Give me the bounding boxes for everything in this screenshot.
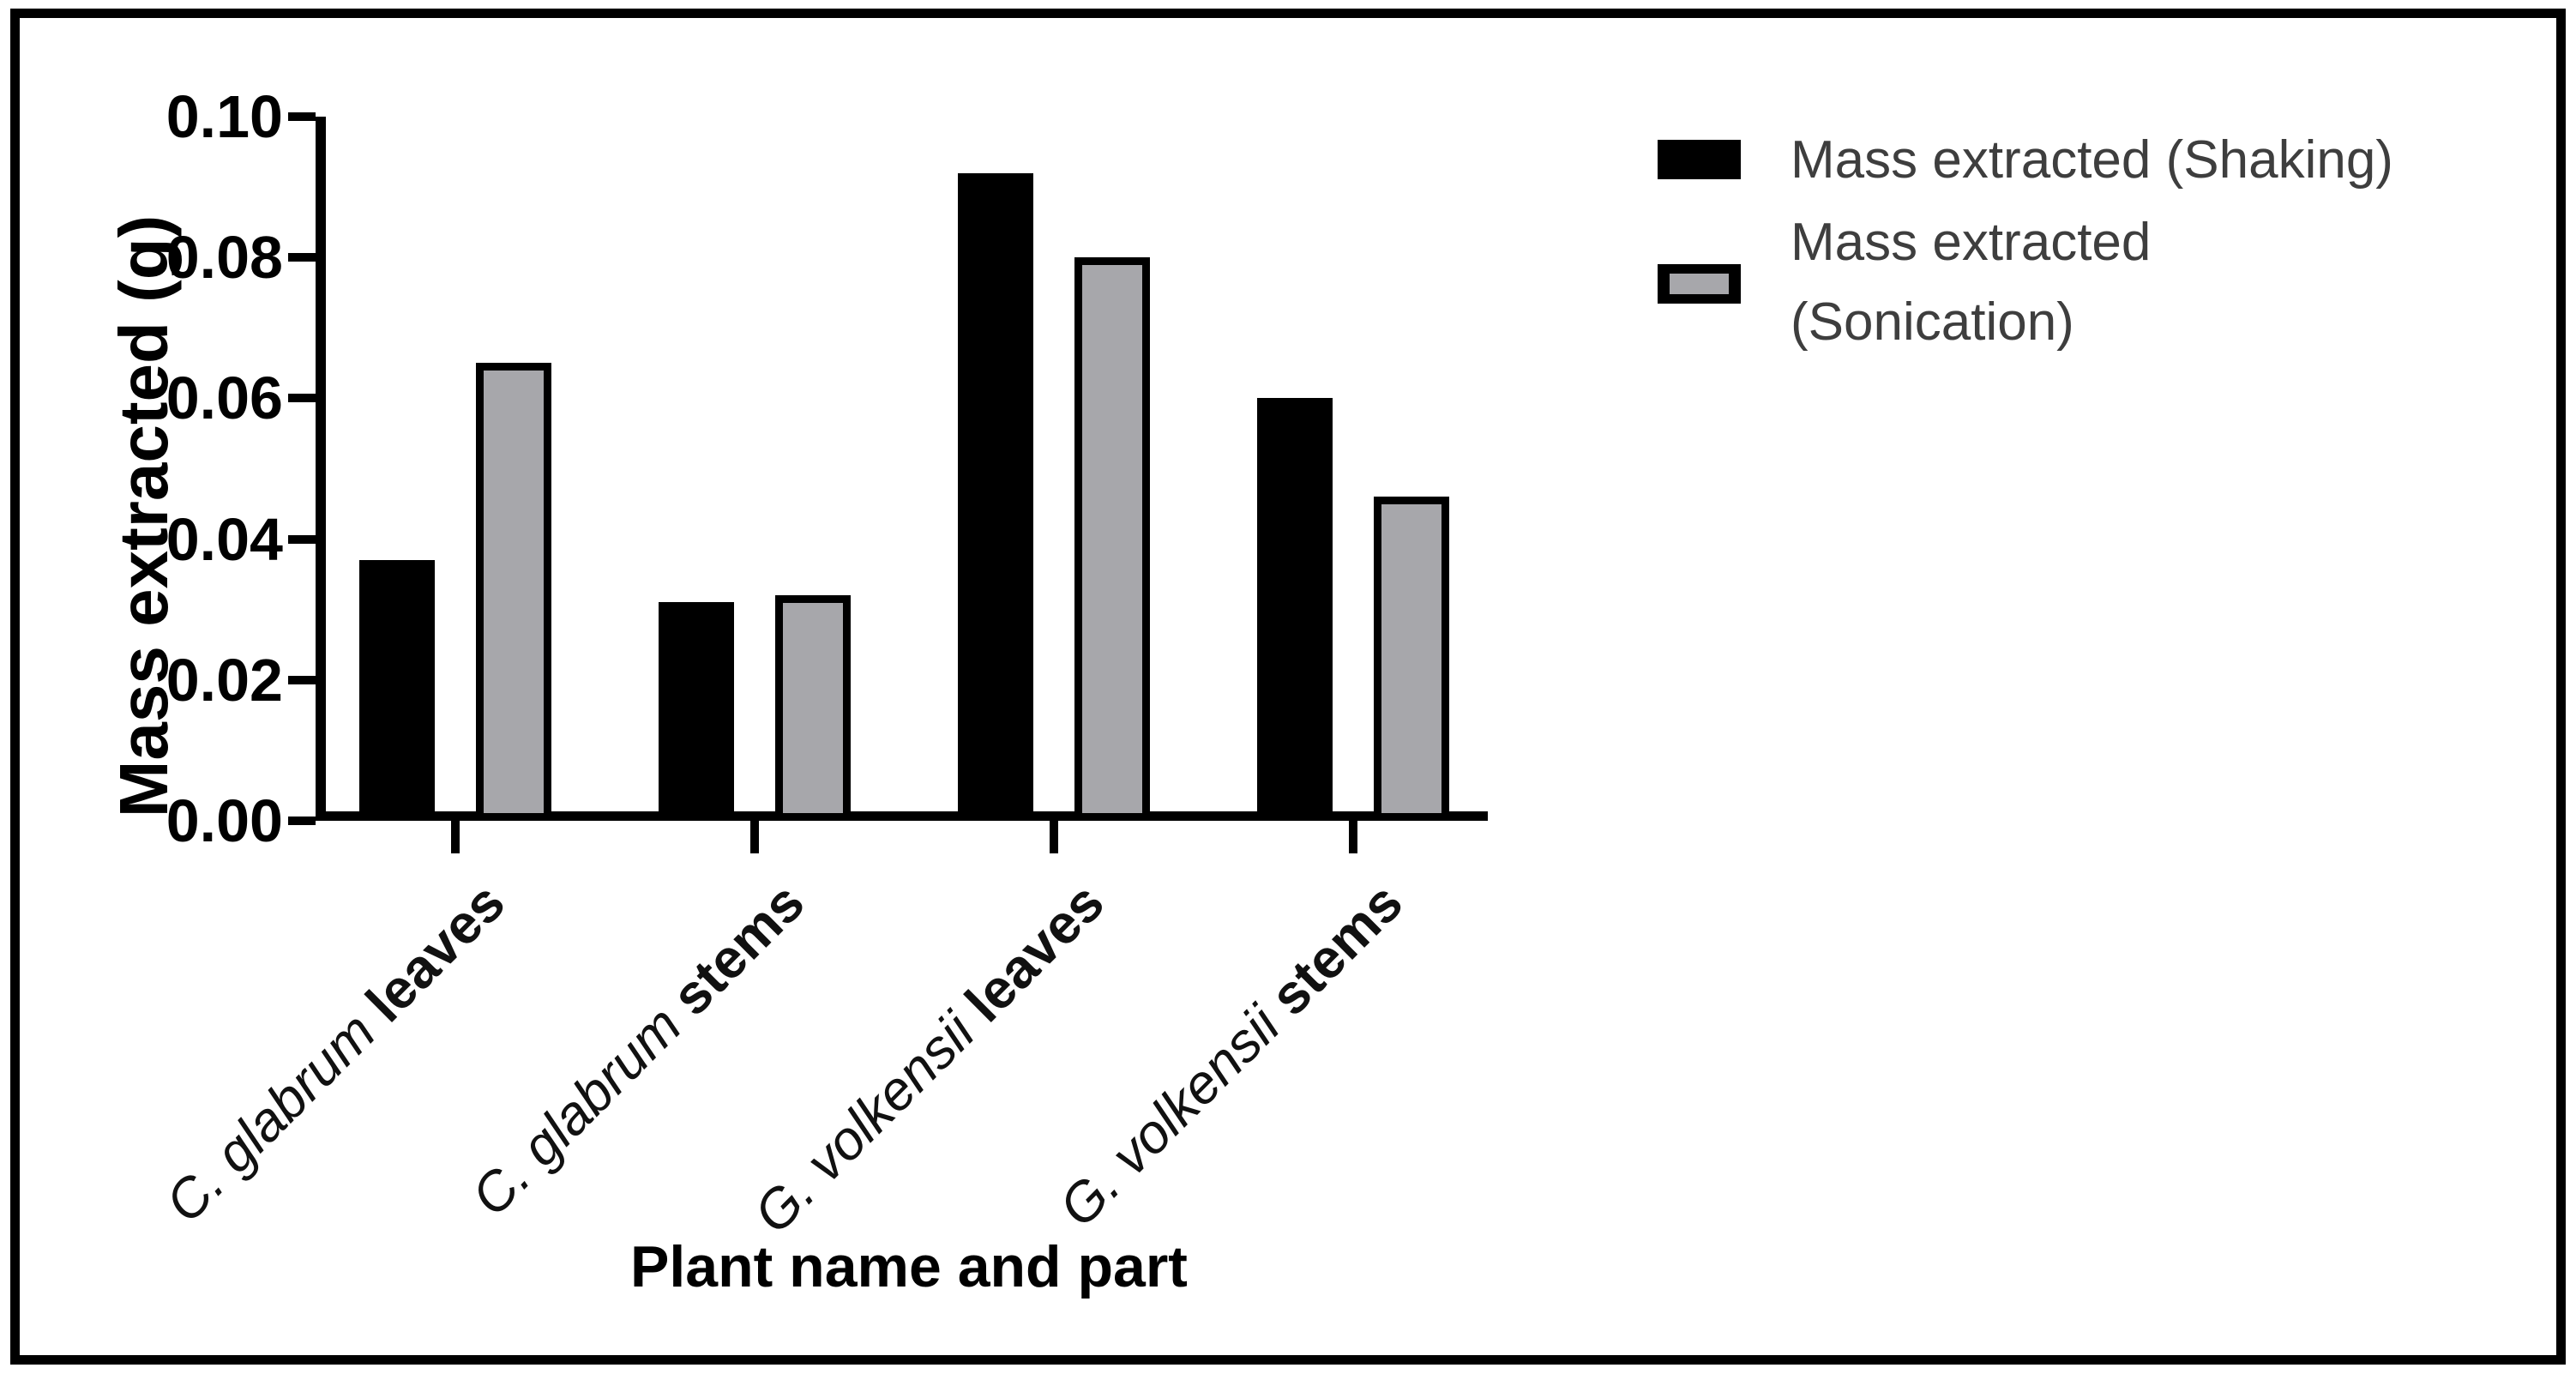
x-tick-mark bbox=[750, 821, 759, 853]
x-axis-baseline bbox=[316, 811, 1488, 821]
bar-sonication-2 bbox=[1074, 257, 1150, 821]
species-name: G. volkensii bbox=[1047, 994, 1292, 1238]
y-tick-mark bbox=[288, 253, 316, 262]
bar-shaking-3 bbox=[1257, 398, 1333, 821]
x-tick-mark bbox=[451, 821, 460, 853]
x-axis-title: Plant name and part bbox=[630, 1234, 1188, 1299]
species-name: G. volkensii bbox=[741, 1000, 986, 1245]
legend-label-line: Mass extracted bbox=[1791, 213, 2152, 272]
y-axis-line bbox=[316, 117, 326, 821]
legend-swatch-shaking bbox=[1658, 140, 1741, 179]
y-tick-label: 0.10 bbox=[166, 83, 283, 150]
legend-swatch-sonication bbox=[1658, 264, 1741, 304]
y-axis-title: Mass extracted (g) bbox=[105, 214, 182, 818]
y-tick-mark bbox=[288, 112, 316, 121]
legend-swatch-gray-fill bbox=[1670, 274, 1729, 294]
bar-shaking-2 bbox=[958, 173, 1033, 821]
plant-part: leaves bbox=[953, 871, 1116, 1034]
legend-label: Mass extracted (Sonication) bbox=[1791, 202, 2151, 362]
x-category-label: C. glabrum stems bbox=[459, 871, 816, 1228]
bar-shaking-0 bbox=[359, 560, 435, 821]
y-tick-label: 0.00 bbox=[166, 787, 283, 854]
plant-part: stems bbox=[1258, 871, 1415, 1027]
x-tick-mark bbox=[1050, 821, 1058, 853]
y-tick-label: 0.06 bbox=[166, 365, 283, 431]
species-name: C. glabrum bbox=[459, 994, 694, 1228]
x-tick-mark bbox=[1349, 821, 1357, 853]
legend-label-line: Mass extracted (Shaking) bbox=[1791, 130, 2393, 190]
legend-label-line: (Sonication) bbox=[1791, 292, 2074, 352]
y-tick-mark bbox=[288, 394, 316, 402]
bar-sonication-3 bbox=[1374, 497, 1449, 821]
y-tick-label: 0.02 bbox=[166, 647, 283, 714]
species-name: C. glabrum bbox=[153, 1000, 388, 1234]
y-tick-mark bbox=[288, 535, 316, 544]
plant-part: leaves bbox=[354, 871, 517, 1034]
y-tick-mark bbox=[288, 817, 316, 825]
y-tick-label: 0.04 bbox=[166, 506, 283, 573]
y-tick-label: 0.08 bbox=[166, 224, 283, 291]
plant-part: stems bbox=[659, 871, 816, 1027]
y-tick-mark bbox=[288, 676, 316, 684]
bar-sonication-1 bbox=[775, 595, 851, 821]
bar-sonication-0 bbox=[476, 363, 551, 821]
bar-shaking-1 bbox=[659, 602, 734, 821]
legend-label: Mass extracted (Shaking) bbox=[1791, 120, 2393, 200]
